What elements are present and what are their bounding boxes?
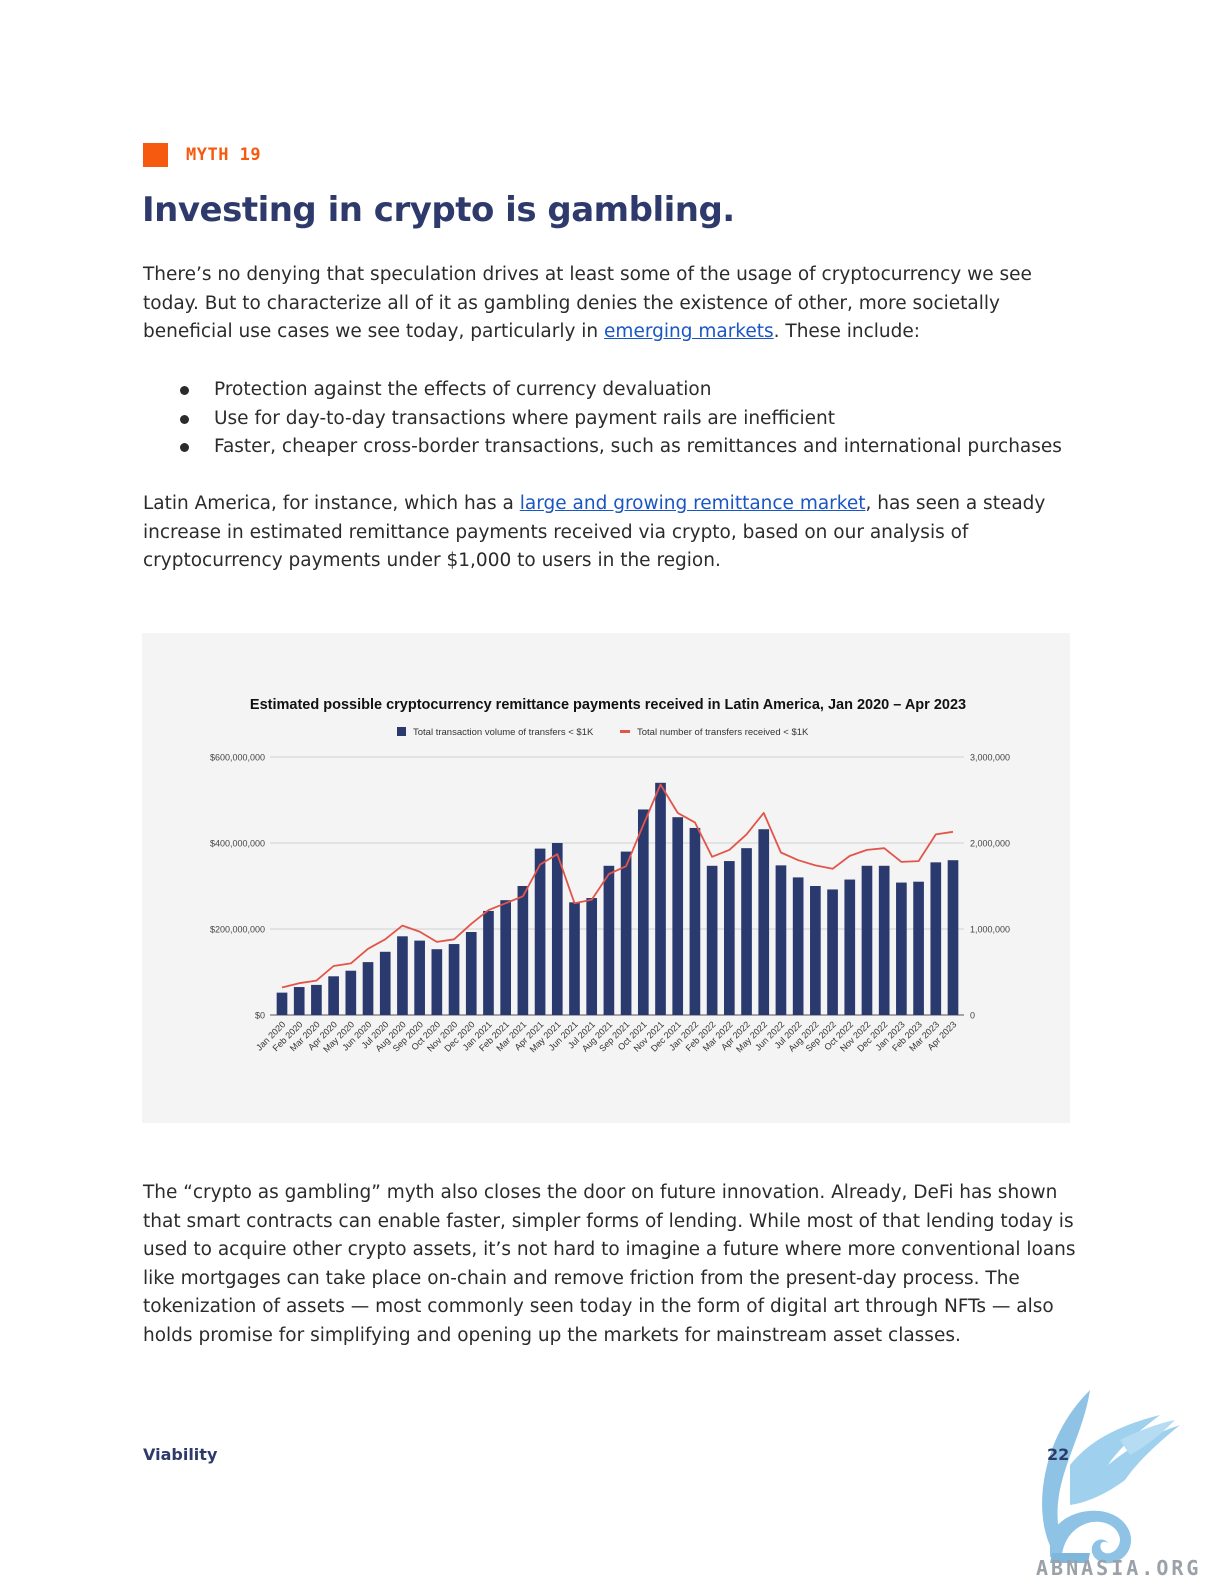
volume-bar [861, 865, 873, 1015]
volume-bar [414, 940, 425, 1015]
volume-bar [775, 865, 787, 1015]
left-axis-tick-label: $400,000,000 [210, 839, 265, 849]
volume-bar [551, 843, 563, 1015]
legend-bar-swatch [397, 727, 406, 736]
intro-text-after: . These include: [773, 321, 920, 342]
list-item-text: Protection against the effects of curren… [214, 379, 712, 400]
volume-bar [896, 882, 907, 1015]
right-axis-tick-label: 0 [970, 1011, 975, 1021]
volume-bar [500, 900, 512, 1015]
left-axis-tick-label: $0 [255, 1011, 265, 1021]
volume-bar [655, 782, 666, 1015]
right-axis-tick-label: 3,000,000 [970, 753, 1010, 763]
volume-bar [586, 898, 598, 1015]
closing-paragraph: The “crypto as gambling” myth also close… [143, 1182, 1076, 1346]
myth-label: MYTH 19 [186, 145, 262, 165]
list-item: Protection against the effects of curren… [143, 376, 1083, 405]
legend-bar-label: Total transaction volume of transfers < … [413, 727, 594, 738]
emerging-markets-link[interactable]: emerging markets [604, 321, 774, 342]
list-item-text: Use for day-to-day transactions where pa… [214, 407, 835, 429]
volume-bar [913, 881, 924, 1015]
volume-bar [878, 865, 890, 1015]
latam-text-before: Latin America, for instance, which has a [143, 493, 520, 514]
right-axis-tick-label: 2,000,000 [970, 839, 1010, 849]
watermark-text: ABNASIA.ORG [1036, 1556, 1202, 1580]
volume-bar [293, 987, 305, 1015]
volume-bar [517, 886, 529, 1015]
remittance-chart: Estimated possible cryptocurrency remitt… [210, 697, 1010, 1054]
list-item-text: Faster, cheaper cross-border transaction… [214, 436, 1062, 458]
volume-bar [345, 970, 357, 1015]
page-title: Investing in crypto is gambling. [142, 190, 735, 230]
volume-bar [706, 865, 718, 1015]
transfer-count-line [281, 783, 954, 989]
chart-legend: Total transaction volume of transfers < … [397, 727, 809, 738]
volume-bar [947, 860, 959, 1015]
abnasia-logo [1042, 1390, 1180, 1564]
volume-bar [362, 962, 374, 1015]
volume-bar [483, 910, 494, 1015]
bullet-icon [180, 443, 189, 453]
volume-bar [534, 848, 546, 1015]
volume-bar [810, 886, 821, 1015]
legend-line-label: Total number of transfers received < $1K [637, 727, 809, 738]
chart-panel: Estimated possible cryptocurrency remitt… [142, 633, 1070, 1123]
intro-paragraph: There’s no denying that speculation driv… [143, 261, 1083, 347]
volume-bar [741, 848, 752, 1015]
volume-bar [844, 879, 856, 1015]
volume-bar [758, 829, 770, 1015]
volume-bar [689, 827, 701, 1015]
volume-bar [620, 851, 632, 1015]
volume-bar [637, 809, 649, 1015]
myth-marker [143, 143, 168, 167]
right-axis-tick-label: 1,000,000 [970, 925, 1010, 935]
volume-bar [276, 992, 288, 1015]
volume-bar [827, 889, 838, 1015]
intro-text-before: There’s no denying that speculation driv… [143, 264, 1032, 342]
myth-tag: MYTH 19 [143, 143, 261, 167]
footer-section-label: Viability [143, 1445, 218, 1464]
volume-bar [930, 862, 942, 1015]
volume-bar [397, 936, 408, 1015]
bullet-icon [180, 386, 189, 395]
volume-bar [328, 976, 339, 1015]
left-axis-tick-label: $600,000,000 [210, 753, 265, 763]
volume-bar [311, 984, 322, 1015]
list-item: Faster, cheaper cross-border transaction… [143, 433, 1083, 462]
use-case-list: Protection against the effects of curren… [143, 376, 1083, 462]
volume-bar [672, 817, 684, 1015]
latam-text-after: , has seen a steady increase in estimate… [143, 493, 1046, 571]
page-number: 22 [1047, 1445, 1070, 1464]
volume-bar [448, 944, 460, 1015]
volume-bar [379, 951, 391, 1015]
left-axis-tick-label: $200,000,000 [210, 925, 265, 935]
volume-bar [603, 865, 615, 1015]
list-item: Use for day-to-day transactions where pa… [143, 405, 1083, 434]
volume-bar [569, 902, 580, 1015]
bullet-icon [180, 414, 189, 424]
volume-bar [465, 932, 477, 1015]
chart-title: Estimated possible cryptocurrency remitt… [250, 697, 966, 713]
remittance-market-link[interactable]: large and growing remittance market [519, 493, 866, 514]
volume-bar [792, 877, 804, 1015]
volume-bar [723, 861, 735, 1015]
volume-bar [431, 949, 443, 1015]
latam-paragraph: Latin America, for instance, which has a… [143, 490, 1083, 576]
